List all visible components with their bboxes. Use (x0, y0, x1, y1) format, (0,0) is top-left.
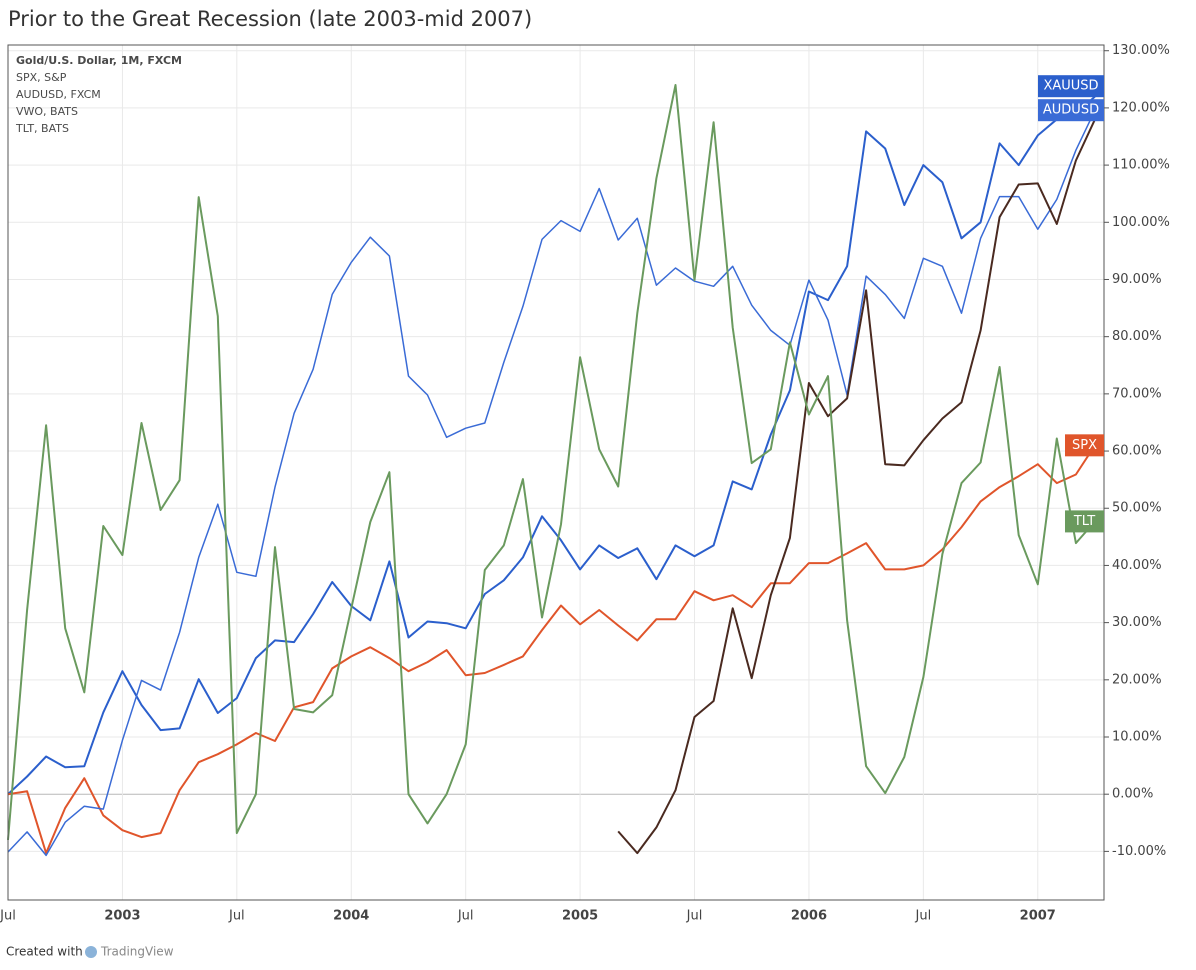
lines (7, 84, 1096, 857)
series-line (617, 118, 1096, 855)
y-tick-label: -10.00% (1112, 844, 1166, 859)
y-tick-label: 60.00% (1112, 444, 1162, 459)
series-tag-box (1065, 434, 1104, 457)
y-tick-label: 10.00% (1112, 730, 1162, 745)
x-tick-label: Jul (228, 909, 245, 924)
y-tick-label: 50.00% (1112, 501, 1162, 516)
legend-entry: AUDUSD, FXCM (16, 88, 101, 101)
x-tick-label: Jul (457, 909, 474, 924)
y-tick-label: 30.00% (1112, 615, 1162, 630)
series-line (7, 84, 1096, 840)
logo (85, 946, 97, 958)
legend-entry: Gold/U.S. Dollar, 1M, FXCM (16, 54, 182, 67)
chart-title: Prior to the Great Recession (late 2003-… (8, 7, 532, 31)
y-tick-label: 40.00% (1112, 558, 1162, 573)
y-tick-label: 130.00% (1112, 43, 1170, 58)
labels: -10.00% 0.00% 10.00% 20.00% 30.00% 40.00% 50.0… (0, 43, 1170, 923)
x-tick-label: 2007 (1020, 909, 1056, 924)
legend-entry: VWO, BATS (16, 105, 78, 118)
y-tick-label: 100.00% (1112, 215, 1170, 230)
series-tag: SPX (1072, 438, 1097, 453)
y-tick-label: 70.00% (1112, 386, 1162, 401)
series-tag: AUDUSD (1043, 103, 1099, 118)
legend-entry: TLT, BATS (15, 122, 69, 135)
series-line (7, 95, 1096, 795)
x-tick-label: 2006 (791, 909, 827, 924)
plot-frame (7, 44, 1105, 901)
series-tag-box (1065, 510, 1104, 533)
series-tag: XAUUSD (1043, 79, 1098, 94)
x-tick-label: Jul (0, 909, 16, 924)
x-tick-label: 2003 (104, 909, 140, 924)
series-tag-box (1038, 75, 1104, 98)
footer-prefix: Created with (6, 945, 83, 959)
series-line (7, 109, 1096, 857)
x-tick-label: 2004 (333, 909, 369, 924)
x-tick-label: Jul (686, 909, 703, 924)
y-tick-label: 90.00% (1112, 272, 1162, 287)
legend-entry: SPX, S&P (16, 71, 67, 84)
series-tag-box (1038, 99, 1104, 122)
x-tick-label: 2005 (562, 909, 598, 924)
y-tick-label: 120.00% (1112, 100, 1170, 115)
footer-brand: TradingView (100, 945, 174, 959)
y-tick-label: 20.00% (1112, 672, 1162, 687)
series-tag: TLT (1073, 514, 1095, 529)
y-tick-label: 0.00% (1112, 787, 1153, 802)
y-tick-label: 110.00% (1112, 158, 1170, 173)
y-tick-label: 80.00% (1112, 329, 1162, 344)
grid (7, 45, 1104, 900)
x-tick-label: Jul (915, 909, 932, 924)
series-line (7, 444, 1096, 855)
footer: Created with TradingView (6, 945, 174, 959)
